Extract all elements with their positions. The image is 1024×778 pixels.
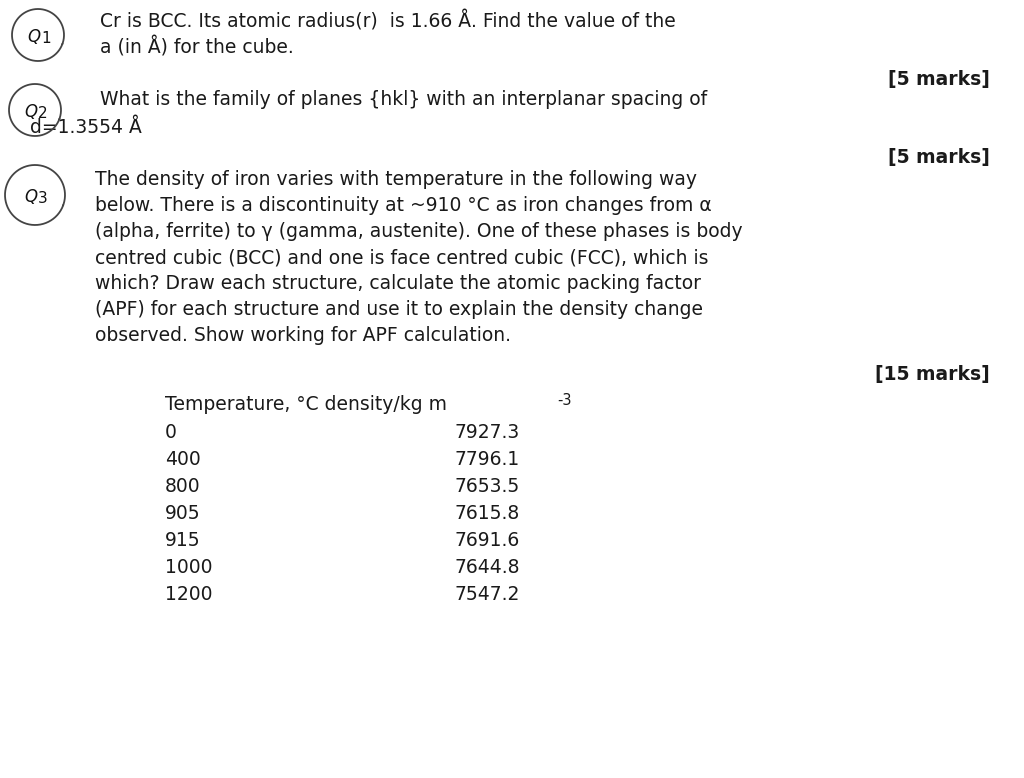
Text: centred cubic (BCC) and one is face centred cubic (FCC), which is: centred cubic (BCC) and one is face cent…	[95, 248, 709, 267]
Text: a (in Å) for the cube.: a (in Å) for the cube.	[100, 36, 294, 57]
Text: Cr is BCC. Its atomic radius(r)  is 1.66 Å. Find the value of the: Cr is BCC. Its atomic radius(r) is 1.66 …	[100, 10, 676, 31]
Text: which? Draw each structure, calculate the atomic packing factor: which? Draw each structure, calculate th…	[95, 274, 701, 293]
Text: 0: 0	[165, 423, 177, 442]
Text: The density of iron varies with temperature in the following way: The density of iron varies with temperat…	[95, 170, 697, 189]
Text: d=1.3554 Å: d=1.3554 Å	[30, 118, 141, 137]
Text: [15 marks]: [15 marks]	[876, 365, 990, 384]
Text: below. There is a discontinuity at ~910 °C as iron changes from α: below. There is a discontinuity at ~910 …	[95, 196, 712, 215]
Text: (alpha, ferrite) to γ (gamma, austenite). One of these phases is body: (alpha, ferrite) to γ (gamma, austenite)…	[95, 222, 742, 241]
Text: 2: 2	[38, 106, 48, 121]
Text: [5 marks]: [5 marks]	[888, 148, 990, 167]
Text: 905: 905	[165, 504, 201, 523]
Text: 800: 800	[165, 477, 201, 496]
Text: Q: Q	[25, 188, 38, 206]
Text: 915: 915	[165, 531, 201, 550]
Text: 7796.1: 7796.1	[455, 450, 520, 469]
Text: 3: 3	[38, 191, 48, 205]
Text: 1000: 1000	[165, 558, 213, 577]
Text: 7547.2: 7547.2	[455, 585, 520, 604]
Text: 1: 1	[41, 30, 51, 45]
Text: (APF) for each structure and use it to explain the density change: (APF) for each structure and use it to e…	[95, 300, 703, 319]
Text: 7653.5: 7653.5	[455, 477, 520, 496]
Text: What is the family of planes {hkl} with an interplanar spacing of: What is the family of planes {hkl} with …	[100, 90, 708, 109]
Text: observed. Show working for APF calculation.: observed. Show working for APF calculati…	[95, 326, 511, 345]
Text: [5 marks]: [5 marks]	[888, 70, 990, 89]
Text: 1200: 1200	[165, 585, 213, 604]
Text: -3: -3	[557, 393, 571, 408]
Text: Temperature, °C density/kg m: Temperature, °C density/kg m	[165, 395, 447, 414]
Text: 7927.3: 7927.3	[455, 423, 520, 442]
Text: 7691.6: 7691.6	[455, 531, 520, 550]
Text: 400: 400	[165, 450, 201, 469]
Text: Q: Q	[25, 103, 38, 121]
Text: 7644.8: 7644.8	[455, 558, 520, 577]
Text: 7615.8: 7615.8	[455, 504, 520, 523]
Text: Q: Q	[28, 28, 41, 46]
